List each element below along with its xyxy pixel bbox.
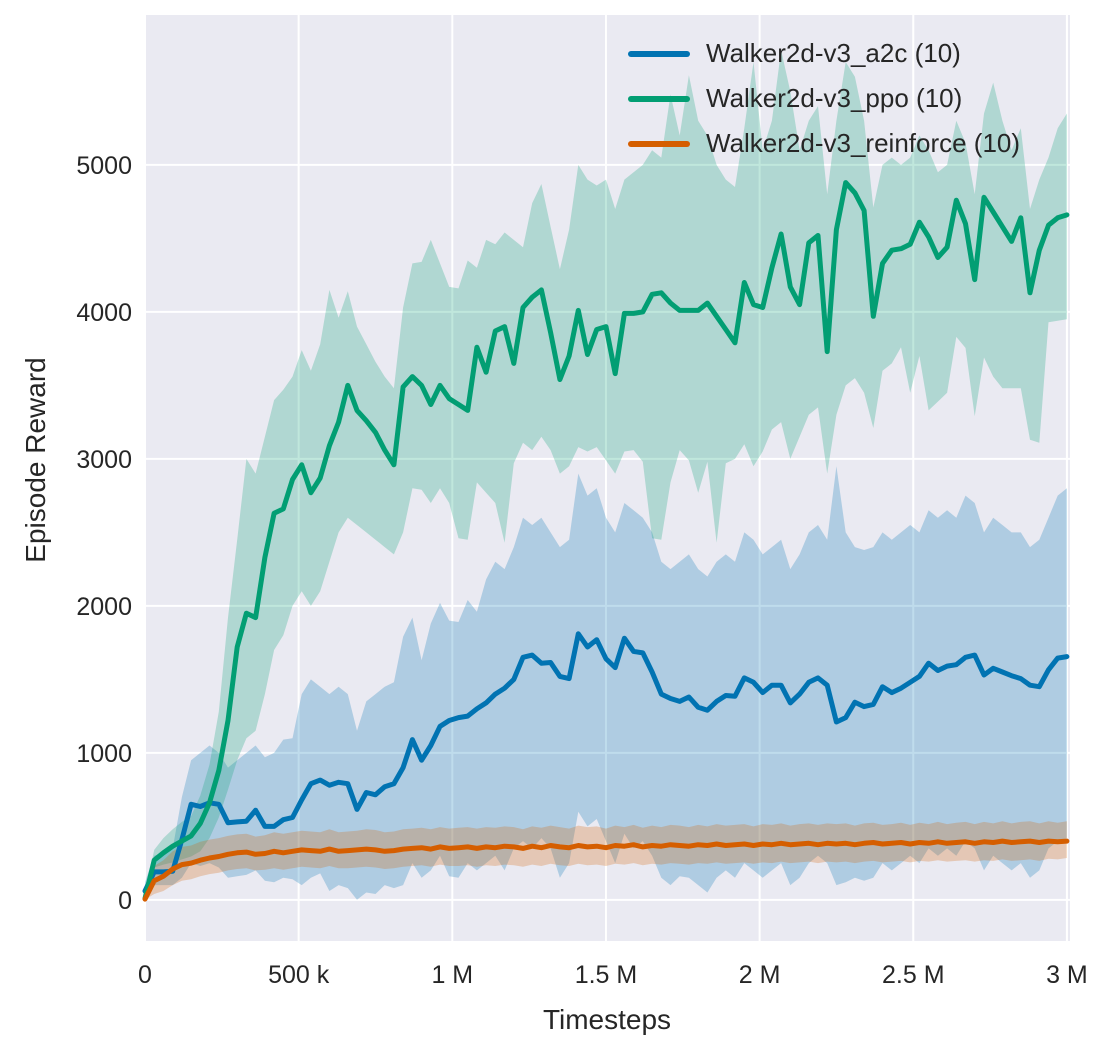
confidence-band — [145, 821, 1067, 900]
y-tick-label: 5000 — [76, 152, 132, 180]
x-tick-label: 500 k — [268, 961, 330, 989]
legend-label-reinforce: Walker2d-v3_reinforce (10) — [706, 128, 1021, 158]
legend: Walker2d-v3_a2c (10) Walker2d-v3_ppo (10… — [628, 31, 1020, 166]
y-tick-label: 0 — [118, 887, 132, 915]
series-line — [142, 838, 1070, 902]
x-axis-label: Timesteps — [542, 1004, 672, 1035]
x-tick-label: 1 M — [431, 961, 473, 989]
legend-swatch-reinforce — [628, 140, 690, 147]
x-tick-label: 2 M — [739, 961, 781, 989]
x-tick-label: 0 — [138, 961, 152, 989]
legend-swatch-a2c — [628, 50, 690, 57]
confidence-band — [145, 466, 1067, 900]
legend-label-ppo: Walker2d-v3_ppo (10) — [706, 83, 963, 113]
legend-item-ppo: Walker2d-v3_ppo (10) — [628, 76, 1020, 121]
confidence-band — [145, 50, 1067, 900]
legend-label-a2c: Walker2d-v3_a2c (10) — [706, 38, 961, 68]
legend-swatch-ppo — [628, 95, 690, 102]
legend-item-a2c: Walker2d-v3_a2c (10) — [628, 31, 1020, 76]
series-line — [142, 180, 1070, 901]
x-tick-label: 1.5 M — [575, 961, 638, 989]
y-axis-label: Episode Reward — [20, 357, 51, 563]
legend-item-reinforce: Walker2d-v3_reinforce (10) — [628, 121, 1020, 166]
x-tick-label: 2.5 M — [882, 961, 945, 989]
x-tick-label: 3 M — [1046, 961, 1088, 989]
y-tick-label: 2000 — [76, 593, 132, 621]
y-tick-label: 3000 — [76, 446, 132, 474]
y-tick-label: 1000 — [76, 740, 132, 768]
y-tick-label: 4000 — [76, 299, 132, 327]
series-line — [142, 631, 1070, 894]
